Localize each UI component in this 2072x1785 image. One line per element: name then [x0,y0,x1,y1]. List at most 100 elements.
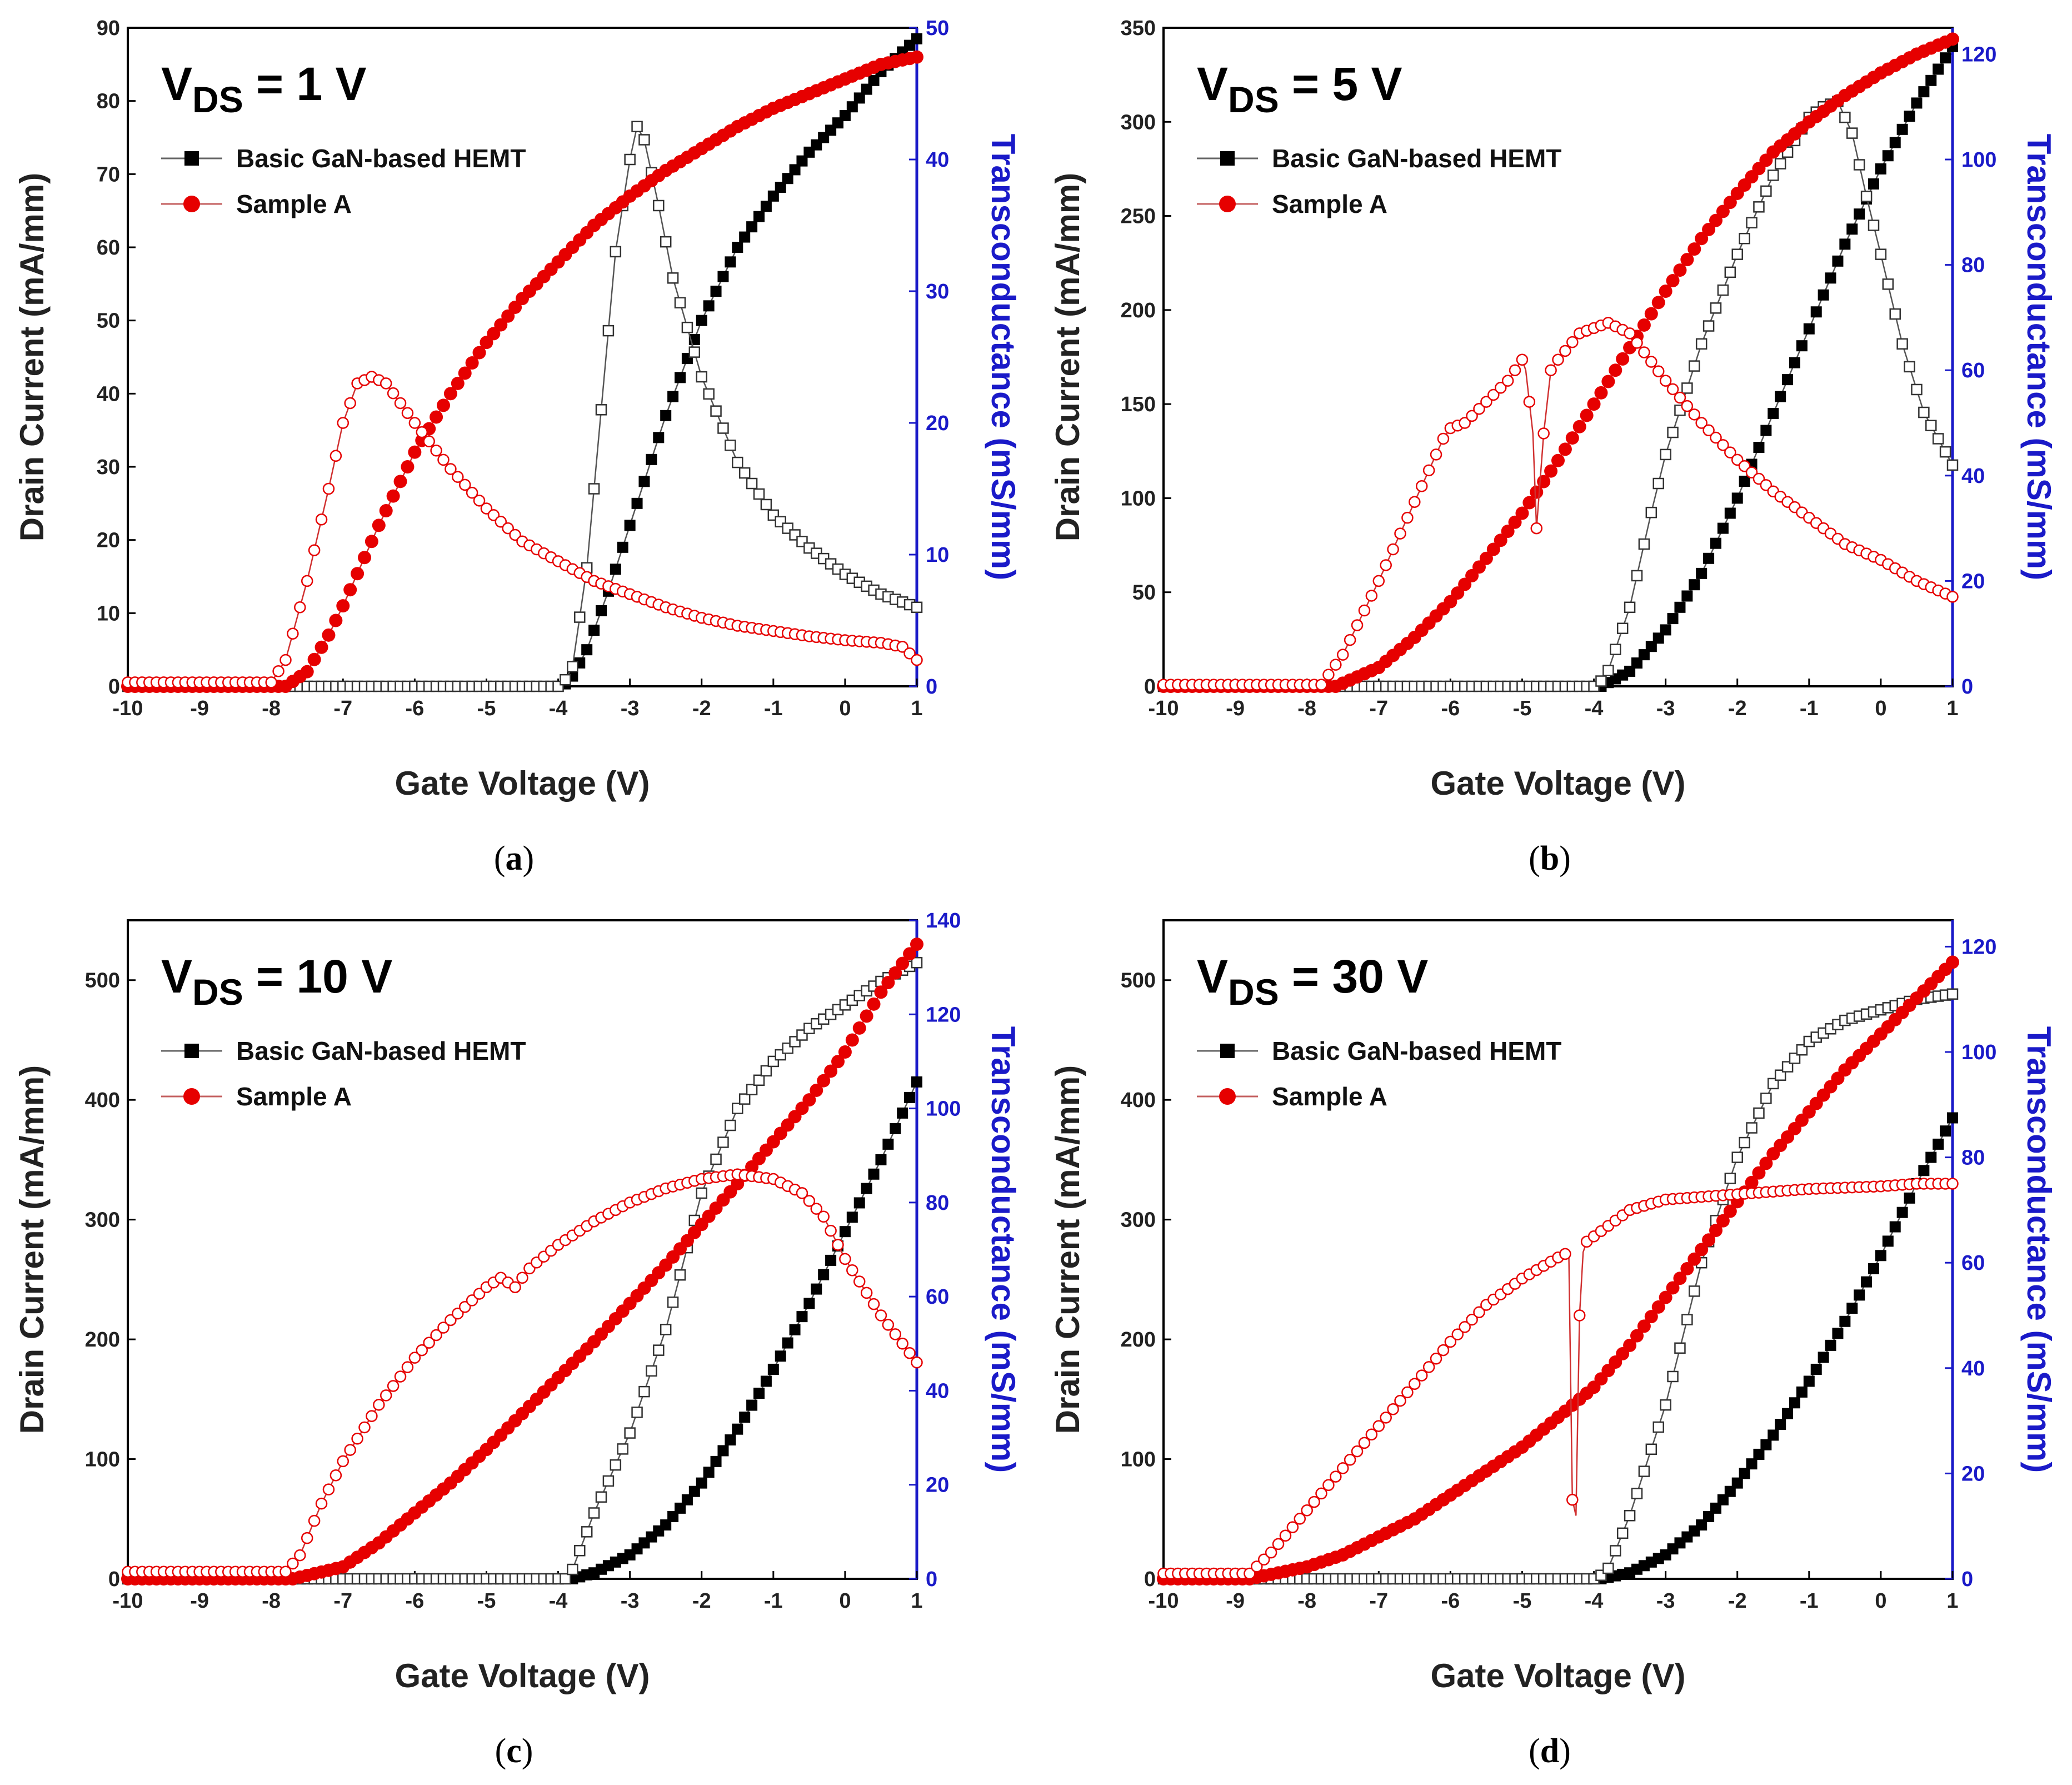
data-point [1651,1300,1665,1314]
data-point [1760,425,1772,436]
data-point [882,1319,895,1331]
data-point [1896,1206,1908,1218]
data-point [1415,480,1428,492]
legend-label: Sample A [1272,1082,1387,1111]
data-point [1947,1112,1958,1124]
data-point [1659,285,1672,298]
data-point [1645,356,1657,368]
data-point [1774,158,1786,169]
data-point [1918,406,1930,418]
data-point [1724,507,1736,519]
data-point [1487,388,1500,401]
data-point [1551,453,1565,467]
data-point [1681,590,1693,602]
data-point [1716,1214,1730,1228]
data-point [1624,327,1636,340]
data-point [1459,1321,1471,1333]
data-point [1739,1136,1750,1149]
data-point [1566,1494,1579,1506]
data-point [1918,1165,1930,1176]
data-point [1673,263,1687,277]
series-line [1164,46,1954,687]
legend-marker-circle [1219,1088,1236,1105]
y2-tick-label: 10 [926,544,949,567]
data-point [1480,396,1492,408]
x-tick-label: -5 [477,1589,496,1613]
data-point [1889,308,1901,320]
data-point [1315,1487,1327,1500]
data-point [366,1410,378,1422]
series-sample-a-gm [1157,317,1959,691]
data-point [1933,1138,1944,1150]
y-tick-label: 30 [97,456,120,479]
data-point [1839,238,1851,250]
x-tick-label: -7 [333,697,352,720]
data-point [1810,1363,1822,1375]
data-point [710,1455,722,1467]
data-point [810,1083,823,1097]
data-point [1616,352,1630,366]
data-point [495,516,507,528]
data-point [1624,601,1636,614]
x-tick-label: -3 [1656,697,1675,720]
data-point [845,1033,859,1047]
panel-c-chart: -10 -9 -8 -7 -6 -5 -4 -3 -2 -1 0 101002003004005000… [13,909,1022,1770]
data-point [314,640,328,654]
data-point [717,1445,729,1457]
data-point [738,467,751,479]
data-point [1610,1545,1621,1557]
data-point [380,377,392,390]
data-point [1846,127,1858,139]
data-point [1774,1069,1786,1081]
data-point [1667,613,1679,625]
data-point [838,1045,852,1059]
data-point [1587,397,1601,411]
data-point [1710,431,1722,444]
data-point [1330,659,1342,671]
data-point [1717,284,1729,296]
data-point [372,518,386,532]
data-point [322,1483,335,1495]
data-point [1818,289,1829,301]
y2-tick-label: 40 [926,148,949,172]
data-point [617,1443,628,1455]
data-point [824,1064,838,1078]
y2-tick-label: 60 [926,1285,949,1309]
data-point [602,325,615,337]
data-point [560,674,571,686]
series-basic-gm [1157,96,1959,692]
data-point [897,1107,908,1119]
data-point [1918,86,1930,98]
data-point [1882,1235,1894,1247]
data-point [1709,1224,1722,1238]
data-point [1372,1420,1385,1432]
data-point [882,1138,894,1150]
data-point [760,498,772,511]
data-point [638,1385,650,1398]
data-point [911,1076,922,1088]
data-point [329,1469,342,1482]
data-point [279,1565,292,1578]
data-point [717,1136,729,1148]
data-point [1667,426,1679,438]
legend-label: Basic GaN-based HEMT [1272,1036,1561,1065]
data-point [1437,1344,1450,1357]
data-point [653,200,665,212]
data-point [322,482,335,495]
y2-tick-label: 20 [1961,1462,1985,1485]
data-point [732,456,743,468]
data-point [1515,506,1529,520]
data-point [875,1154,887,1165]
data-point [846,101,858,113]
data-point [567,661,578,672]
data-point [466,1294,478,1307]
y-tick-label: 500 [1121,969,1156,993]
data-point [732,1423,743,1435]
data-point [1616,1527,1629,1539]
data-point [1637,1319,1651,1333]
data-point [466,486,478,499]
y-tick-label: 10 [97,602,120,625]
data-point [1616,622,1629,634]
x-tick-label: -10 [113,1589,143,1613]
data-point [904,1091,916,1103]
